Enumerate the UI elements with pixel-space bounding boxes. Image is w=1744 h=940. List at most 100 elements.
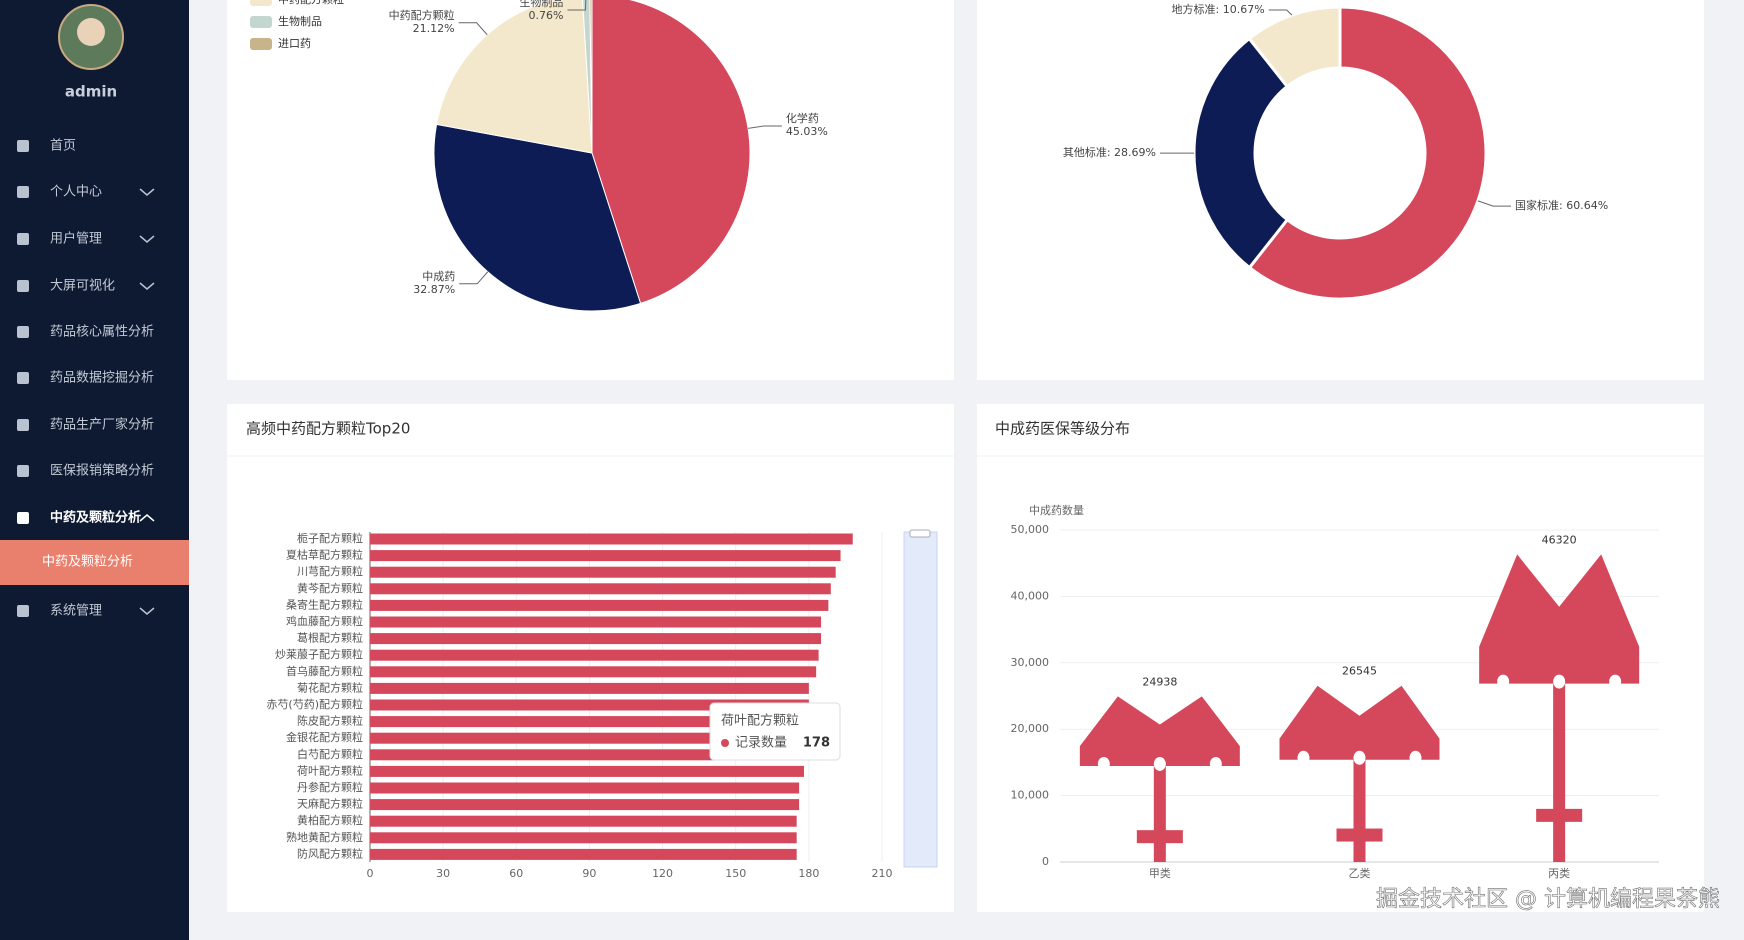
label-line bbox=[1477, 200, 1512, 207]
bar[interactable] bbox=[370, 848, 797, 860]
menu-item[interactable]: 药品核心属性分析 bbox=[50, 325, 154, 340]
legend-swatch[interactable] bbox=[250, 16, 272, 28]
y-tick-label: 陈皮配方颗粒 bbox=[297, 714, 363, 728]
chevron[interactable] bbox=[139, 188, 155, 196]
pictorial-bar[interactable] bbox=[1279, 685, 1440, 862]
y-tick-label: 20,000 bbox=[1011, 722, 1050, 735]
tooltip-value: 178 bbox=[803, 736, 830, 751]
bar-dot bbox=[1609, 674, 1622, 689]
data-zoom[interactable] bbox=[903, 531, 938, 868]
menu-item[interactable]: 大屏可视化 bbox=[50, 279, 115, 294]
bar[interactable] bbox=[370, 832, 797, 844]
slice-value: 45.03% bbox=[786, 125, 828, 138]
legend-label[interactable]: 进口药 bbox=[278, 37, 311, 50]
bar-dot bbox=[1497, 674, 1510, 689]
x-tick-label: 210 bbox=[872, 867, 893, 880]
y-tick-label: 荷叶配方颗粒 bbox=[297, 763, 363, 777]
legend-swatch[interactable] bbox=[250, 0, 272, 6]
bar[interactable] bbox=[370, 583, 831, 595]
bar[interactable] bbox=[370, 765, 804, 777]
bar[interactable] bbox=[370, 699, 809, 711]
legend-label[interactable]: 生物制品 bbox=[278, 14, 322, 28]
menu-icon[interactable] bbox=[17, 280, 29, 292]
tooltip-dot bbox=[721, 739, 729, 747]
y-tick-label: 黄芩配方颗粒 bbox=[297, 581, 363, 595]
bar-cross bbox=[1536, 808, 1583, 822]
slice-value: 0.76% bbox=[528, 9, 563, 22]
label-line bbox=[1268, 9, 1293, 16]
chevron[interactable] bbox=[139, 514, 155, 522]
bar[interactable] bbox=[370, 815, 797, 827]
label-line bbox=[567, 0, 587, 11]
x-tick-label: 60 bbox=[509, 867, 523, 880]
menu-icon[interactable] bbox=[17, 233, 29, 245]
pictorial-bar[interactable] bbox=[1479, 554, 1640, 862]
bar-dot bbox=[1297, 750, 1310, 765]
label-line bbox=[748, 125, 782, 129]
y-tick-label: 夏枯草配方颗粒 bbox=[286, 548, 363, 562]
legend-swatch[interactable] bbox=[250, 38, 272, 50]
menu-item[interactable]: 用户管理 bbox=[50, 231, 102, 247]
menu-item[interactable]: 系统管理 bbox=[50, 604, 102, 619]
bar-dot bbox=[1097, 756, 1110, 771]
y-tick-label: 40,000 bbox=[1011, 589, 1050, 602]
menu-item[interactable]: 医保报销策略分析 bbox=[50, 463, 154, 479]
bar[interactable] bbox=[370, 566, 836, 578]
bar-dot bbox=[1409, 750, 1422, 765]
value-label: 46320 bbox=[1542, 533, 1577, 546]
bar[interactable] bbox=[370, 666, 817, 678]
bar[interactable] bbox=[370, 732, 807, 744]
bar-cross bbox=[1136, 830, 1183, 844]
x-tick-label: 90 bbox=[582, 867, 596, 880]
menu-item[interactable]: 药品生产厂家分析 bbox=[50, 417, 154, 433]
x-tick-label: 150 bbox=[725, 867, 746, 880]
submenu-active[interactable] bbox=[0, 540, 189, 585]
bar[interactable] bbox=[370, 633, 822, 645]
y-tick-label: 天麻配方颗粒 bbox=[297, 797, 363, 811]
bar[interactable] bbox=[370, 550, 841, 562]
submenu-item[interactable]: 中药及颗粒分析 bbox=[42, 555, 133, 570]
chevron[interactable] bbox=[139, 235, 155, 243]
bar[interactable] bbox=[370, 616, 822, 628]
bar-dot bbox=[1153, 756, 1166, 771]
menu-icon[interactable] bbox=[17, 605, 29, 617]
x-tick-label: 乙类 bbox=[1349, 866, 1371, 880]
pie-slice bbox=[582, 0, 593, 154]
bar[interactable] bbox=[370, 716, 807, 728]
bar[interactable] bbox=[370, 682, 809, 694]
y-tick-label: 炒莱菔子配方颗粒 bbox=[275, 647, 363, 661]
chevron[interactable] bbox=[139, 282, 155, 290]
legend-label[interactable]: 中药配方颗粒 bbox=[278, 0, 344, 6]
bar[interactable] bbox=[370, 649, 819, 661]
bar[interactable] bbox=[370, 782, 800, 794]
bar-crown bbox=[1279, 685, 1440, 760]
bar[interactable] bbox=[370, 799, 800, 811]
data-zoom-handle[interactable] bbox=[909, 529, 931, 538]
pictorial-bar[interactable] bbox=[1079, 696, 1240, 862]
y-tick-label: 金银花配方颗粒 bbox=[286, 730, 363, 744]
menu-icon[interactable] bbox=[17, 512, 29, 524]
menu-icon[interactable] bbox=[17, 465, 29, 477]
avatar-face bbox=[77, 18, 105, 46]
chevron[interactable] bbox=[139, 607, 155, 615]
bar-stem bbox=[1153, 763, 1166, 862]
y-tick-label: 首乌藤配方颗粒 bbox=[286, 664, 363, 678]
menu-item[interactable]: 药品数据挖掘分析 bbox=[50, 371, 154, 386]
menu-icon[interactable] bbox=[17, 186, 29, 198]
menu-icon[interactable] bbox=[17, 140, 29, 152]
y-tick-label: 防风配方颗粒 bbox=[297, 846, 363, 860]
menu-icon[interactable] bbox=[17, 419, 29, 431]
slice-label: 其他标准: 28.69% bbox=[1063, 145, 1156, 159]
menu-item[interactable]: 中药及颗粒分析 bbox=[50, 510, 141, 526]
tooltip bbox=[709, 702, 841, 761]
menu-icon[interactable] bbox=[17, 372, 29, 384]
menu-icon[interactable] bbox=[17, 326, 29, 338]
bar[interactable] bbox=[370, 599, 829, 611]
label-line bbox=[458, 22, 488, 36]
bar[interactable] bbox=[370, 749, 804, 761]
menu-item[interactable]: 首页 bbox=[50, 139, 76, 154]
menu-item[interactable]: 个人中心 bbox=[50, 185, 102, 200]
bar-dot bbox=[1553, 674, 1566, 689]
bar[interactable] bbox=[370, 533, 853, 545]
